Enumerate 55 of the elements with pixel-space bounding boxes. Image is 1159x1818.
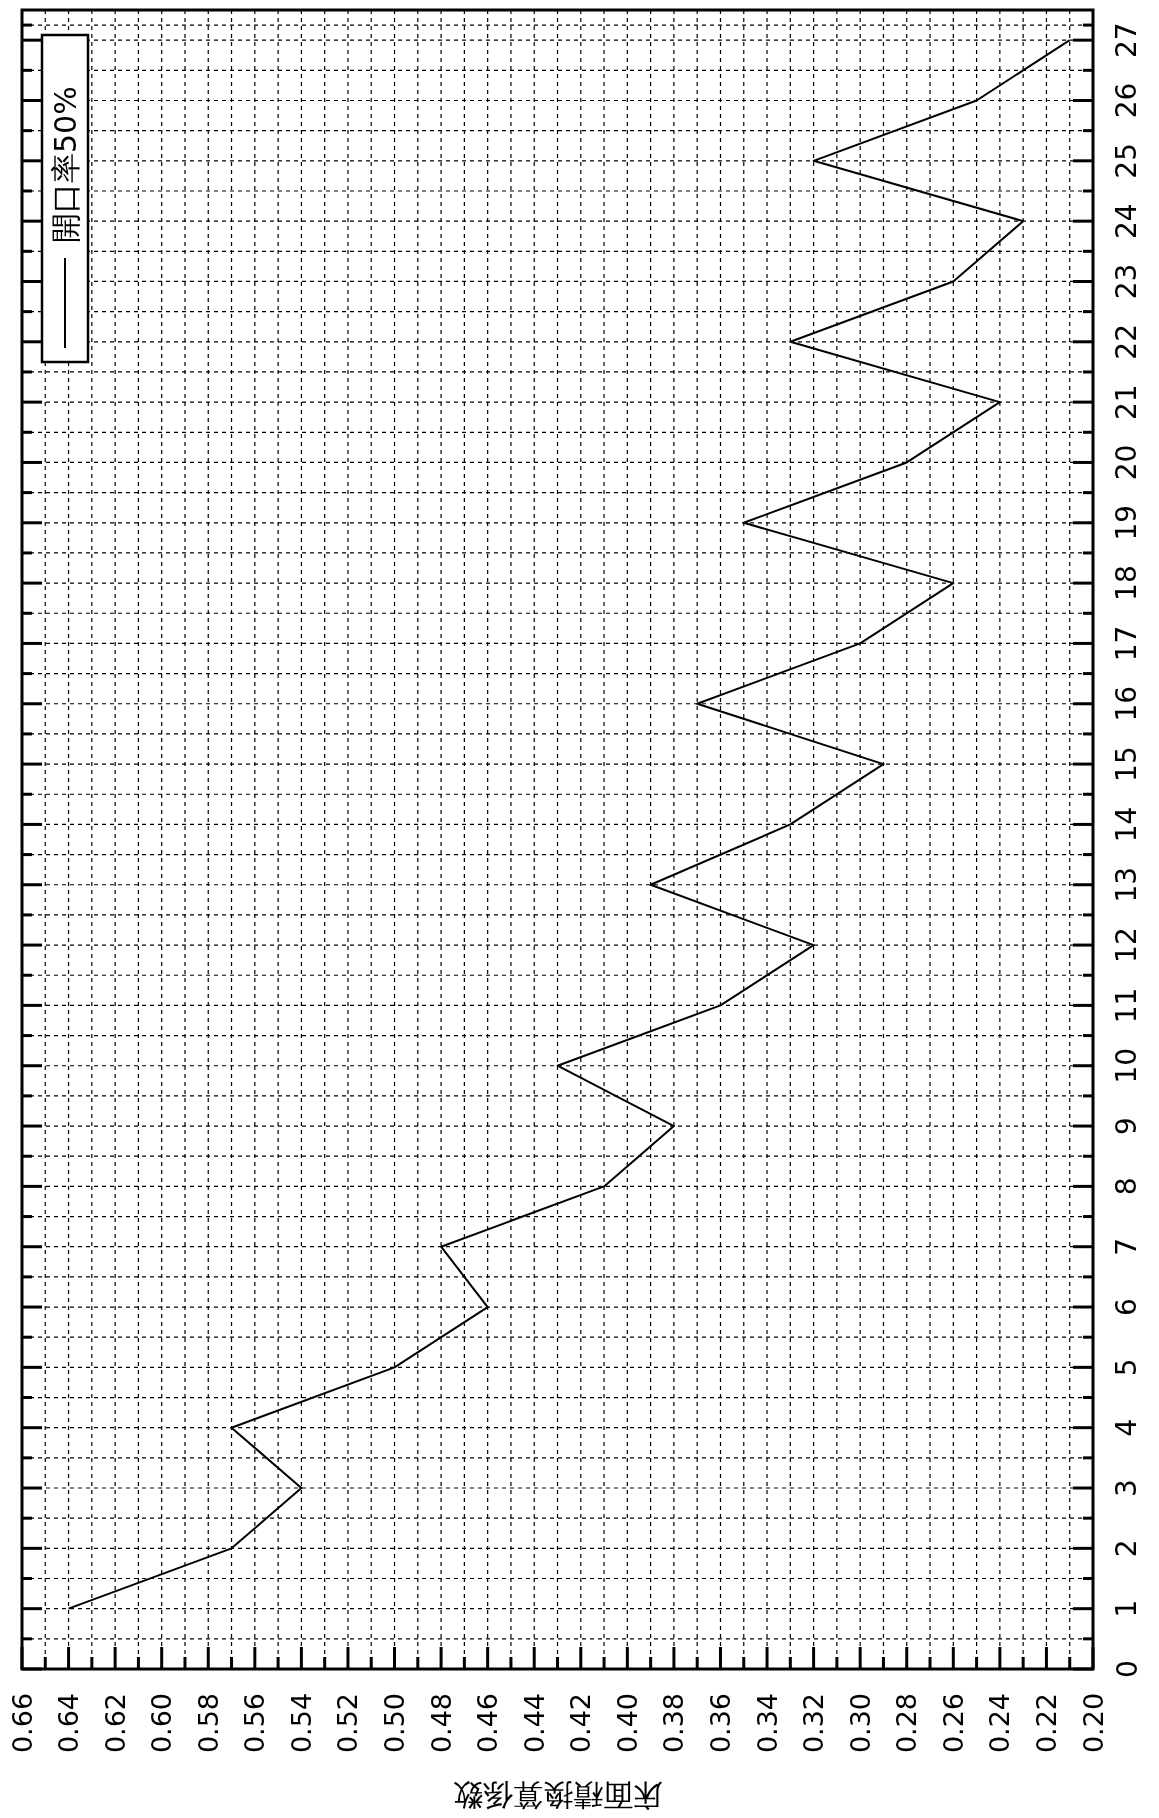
y-tick-label: 1 (1110, 1599, 1144, 1618)
x-axis-title: 床面積換算係数 (452, 1777, 663, 1813)
y-tick-label: 0 (1110, 1660, 1144, 1678)
y-tick-label: 20 (1110, 444, 1144, 481)
x-tick-label: 0.36 (704, 1692, 736, 1754)
y-tick-label: 23 (1110, 263, 1144, 300)
y-tick-label: 22 (1110, 323, 1144, 360)
y-tick-label: 24 (1110, 203, 1144, 239)
x-tick-label: 0.40 (611, 1692, 643, 1754)
x-tick-label: 0.60 (146, 1692, 178, 1754)
y-tick-label: 27 (1110, 22, 1144, 58)
y-tick-label: 5 (1110, 1358, 1144, 1377)
y-tick-label: 13 (1110, 866, 1144, 903)
legend: 開口率50% (40, 33, 90, 364)
x-tick-label: 0.56 (239, 1692, 271, 1754)
y-tick-label: 19 (1110, 504, 1144, 541)
y-tick-label: 7 (1110, 1237, 1144, 1256)
x-tick-label: 0.30 (844, 1692, 876, 1754)
x-tick-label: 0.20 (1077, 1692, 1109, 1754)
y-tick-label: 16 (1110, 685, 1144, 722)
x-tick-label: 0.26 (937, 1692, 969, 1754)
y-tick-label: 14 (1110, 806, 1144, 843)
x-tick-label: 0.62 (99, 1692, 131, 1754)
y-tick-label: 8 (1110, 1177, 1144, 1196)
x-tick-label: 0.34 (751, 1692, 783, 1754)
y-tick-label: 12 (1110, 927, 1144, 963)
y-tick-label: 3 (1110, 1479, 1144, 1497)
x-tick-label: 0.66 (6, 1692, 38, 1754)
y-tick-label: 26 (1110, 82, 1144, 119)
x-tick-label: 0.48 (425, 1692, 457, 1754)
x-tick-label: 0.28 (891, 1692, 923, 1754)
y-tick-label: 15 (1110, 746, 1144, 782)
y-tick-label: 25 (1110, 143, 1144, 179)
y-tick-label: 10 (1110, 1047, 1144, 1084)
y-tick-label: 6 (1110, 1298, 1144, 1316)
x-tick-label: 0.52 (332, 1692, 364, 1754)
y-tick-label: 18 (1110, 565, 1144, 601)
x-tick-label: 0.46 (472, 1692, 504, 1754)
x-tick-label: 0.22 (1030, 1692, 1062, 1754)
x-tick-label: 0.64 (53, 1692, 85, 1754)
x-tick-label: 0.50 (379, 1692, 411, 1754)
y-tick-label: 17 (1110, 625, 1144, 662)
y-tick-label: 21 (1110, 384, 1144, 420)
x-tick-label: 0.38 (658, 1692, 690, 1754)
y-tick-label: 11 (1110, 987, 1144, 1024)
x-tick-label: 0.42 (565, 1692, 597, 1754)
x-tick-label: 0.44 (518, 1692, 550, 1754)
y-tick-label: 9 (1110, 1117, 1144, 1135)
legend-label: 開口率50% (47, 86, 83, 243)
y-tick-label: 2 (1110, 1539, 1144, 1558)
x-tick-label: 0.54 (285, 1692, 317, 1754)
x-tick-label: 0.58 (192, 1692, 224, 1754)
y-tick-label: 4 (1110, 1418, 1144, 1437)
x-tick-label: 0.24 (984, 1692, 1016, 1754)
x-tick-label: 0.32 (798, 1692, 830, 1754)
